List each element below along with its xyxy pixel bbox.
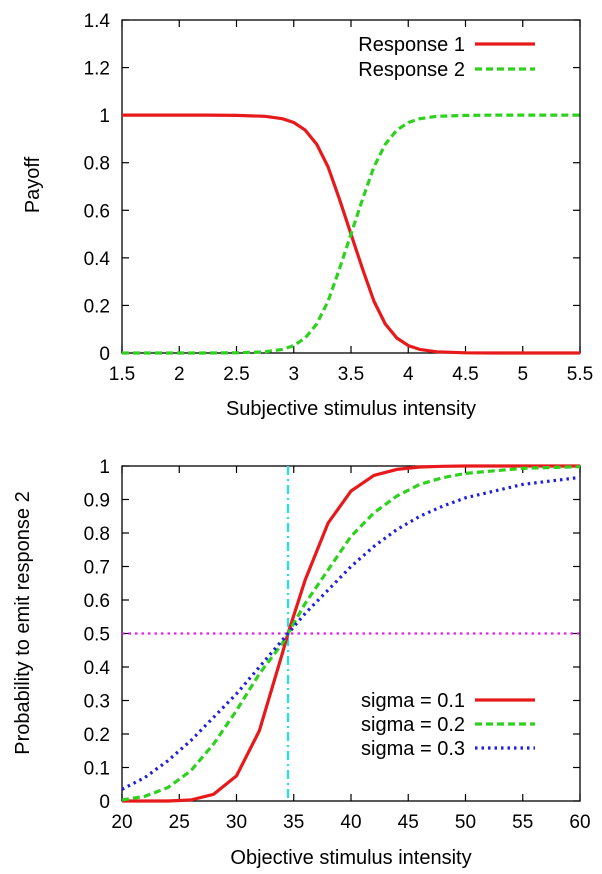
probability-chart: Objective stimulus intensity Probability… [12,457,591,869]
x-tick-label: 55 [512,812,533,833]
y-axis-label: Probability to emit response 2 [12,491,34,754]
legend-label: Response 2 [358,59,465,81]
series-line-1 [122,464,580,803]
x-tick-label: 40 [340,812,361,833]
x-tick-label: 2 [174,364,185,385]
x-tick-label: 25 [169,812,190,833]
x-tick-label: 5 [517,364,528,385]
y-tick-label: 0.6 [84,591,110,612]
x-tick-label: 20 [111,812,132,833]
x-axis-label: Subjective stimulus intensity [226,398,476,420]
y-tick-label: 0.4 [84,249,111,270]
x-tick-label: 45 [398,812,419,833]
x-tick-label: 3 [288,364,299,385]
series-line-2 [122,113,580,355]
y-tick-label: 0.8 [84,524,110,545]
y-tick-label: 1 [99,106,110,127]
y-tick-label: 1 [99,457,110,478]
x-tick-label: 30 [226,812,247,833]
x-axis-label: Objective stimulus intensity [230,847,471,869]
legend-label: sigma = 0.3 [361,738,465,760]
y-axis-label: Payoff [22,156,44,213]
x-tick-label: 60 [569,812,590,833]
y-tick-label: 0.4 [84,658,111,679]
x-tick-label: 50 [455,812,476,833]
y-tick-label: 0.9 [84,491,110,512]
legend-label: sigma = 0.2 [361,714,465,736]
x-tick-label: 4.5 [452,364,478,385]
legend-label: Response 1 [358,34,465,56]
y-tick-label: 0.7 [84,558,110,579]
y-tick-label: 1.2 [84,59,110,80]
y-tick-label: 0 [99,792,110,813]
y-tick-label: 0.6 [84,201,110,222]
legend-label: sigma = 0.1 [361,690,465,712]
x-tick-label: 3.5 [338,364,364,385]
y-tick-label: 0.2 [84,725,110,746]
x-tick-label: 1.5 [109,364,135,385]
y-tick-label: 0.3 [84,692,110,713]
series-line-2 [121,465,581,802]
y-tick-label: 0.2 [84,296,110,317]
x-tick-label: 4 [403,364,414,385]
y-tick-label: 0 [99,344,110,365]
x-tick-label: 35 [283,812,304,833]
y-tick-label: 0.8 [84,154,110,175]
x-tick-label: 2.5 [223,364,249,385]
series-line-3 [121,475,581,791]
y-tick-label: 1.4 [84,11,111,32]
payoff-chart: Subjective stimulus intensity Payoff 1.5… [22,11,593,420]
x-tick-label: 5.5 [567,364,593,385]
y-tick-label: 0.1 [84,759,110,780]
y-tick-label: 0.5 [84,625,110,646]
